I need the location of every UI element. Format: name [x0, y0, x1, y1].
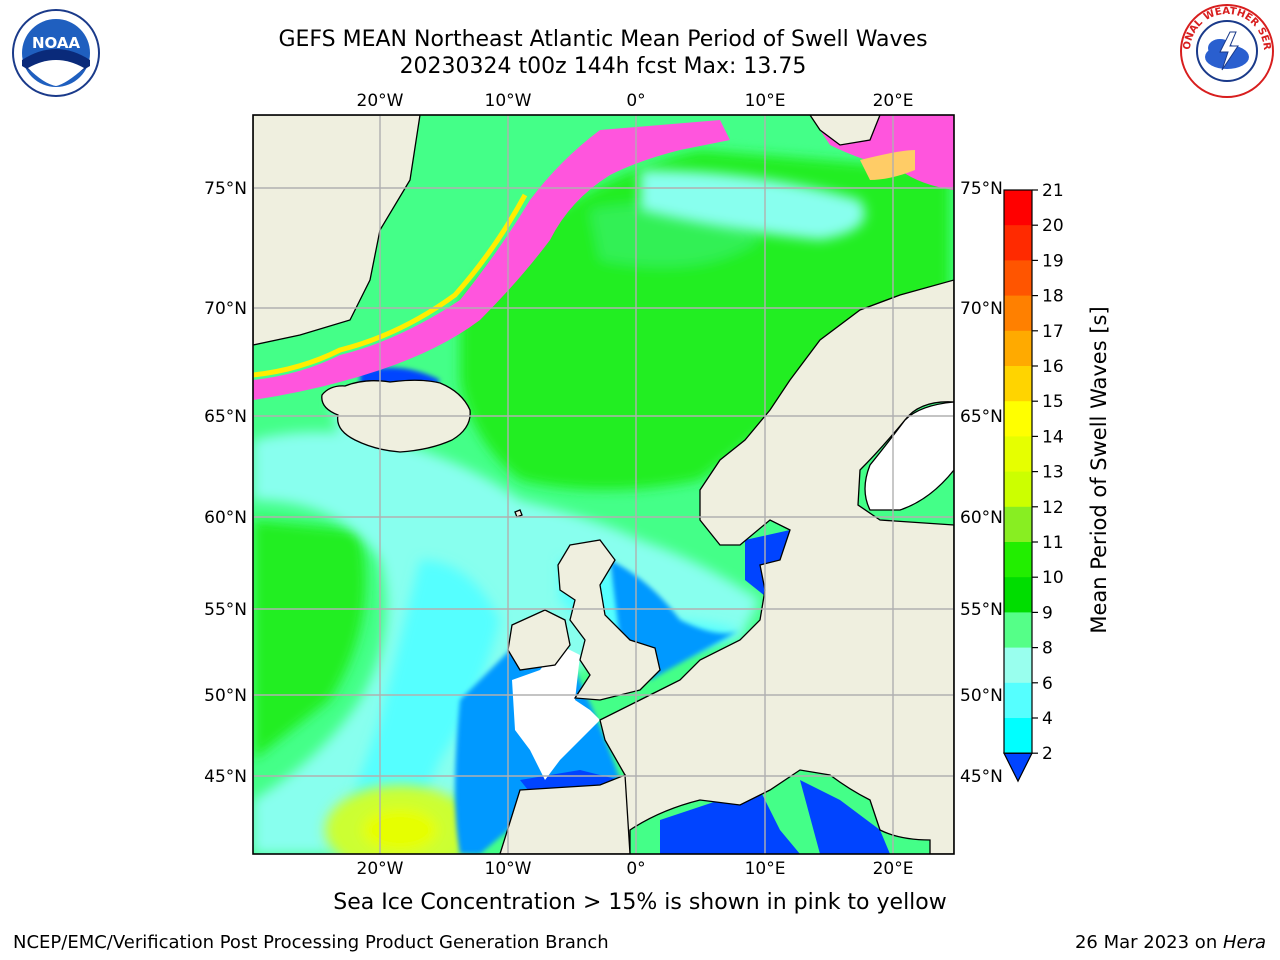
lat-tick-right: 55°N	[960, 600, 1003, 620]
colorbar-segment	[1004, 542, 1032, 578]
lat-tick-right: 70°N	[960, 299, 1003, 319]
lon-tick-bottom: 10°W	[485, 859, 532, 879]
lon-tick-bottom: 10°E	[745, 859, 786, 879]
colorbar-tick-label: 11	[1042, 533, 1064, 553]
lon-tick-top: 10°E	[745, 91, 786, 111]
lat-tick-right: 45°N	[960, 767, 1003, 787]
footer-date-text: 26 Mar 2023 on	[1074, 932, 1223, 953]
map-panel	[253, 115, 954, 854]
gulf-of-bothnia	[864, 401, 954, 511]
colorbar-tick-label: 13	[1042, 463, 1064, 483]
footer-host: Hera	[1222, 932, 1266, 953]
colorbar-segment	[1004, 647, 1032, 684]
colorbar-tick-label: 9	[1042, 603, 1053, 623]
footer-date: 26 Mar 2023 on Hera	[1075, 932, 1266, 953]
colorbar-segment	[1004, 295, 1032, 332]
ireland	[507, 609, 571, 671]
map-frame	[252, 114, 955, 855]
colorbar-tick-label: 2	[1042, 744, 1053, 764]
colorbar-tick-label: 15	[1042, 392, 1064, 412]
colorbar-tick-label: 16	[1042, 357, 1064, 377]
lon-tick-bottom: 0°	[626, 859, 645, 879]
lat-tick-right: 60°N	[960, 508, 1003, 528]
lat-tick-left: 50°N	[204, 686, 247, 706]
colorbar-segment	[1004, 471, 1032, 508]
colorbar-label: Mean Period of Swell Waves [s]	[1087, 306, 1111, 633]
colorbar-segment	[1004, 682, 1032, 719]
lon-tick-bottom: 20°E	[873, 859, 914, 879]
colorbar-extend-arrow	[1003, 752, 1033, 783]
lon-tick-top: 20°W	[357, 91, 404, 111]
colorbar-tick-label: 4	[1042, 709, 1053, 729]
faroe-islands	[514, 509, 523, 518]
lon-ticks-top: 20°W 10°W 0° 10°E 20°E	[357, 91, 914, 111]
noaa-logo-text: NOAA	[32, 34, 81, 52]
colorbar-segment	[1004, 366, 1032, 402]
lon-tick-top: 10°W	[485, 91, 532, 111]
chart-title: GEFS MEAN Northeast Atlantic Mean Period…	[278, 27, 928, 52]
colorbar-tick-label: 17	[1042, 322, 1064, 342]
colorbar-ticks: 21 20 19 18 17 16 15 14 13 12 11 10 9 8 6 4 2	[1032, 181, 1064, 764]
colorbar-segment	[1004, 225, 1032, 261]
colorbar-tick-label: 18	[1042, 287, 1064, 307]
colorbar-tick-label: 19	[1042, 251, 1064, 271]
colorbar-tick-label: 10	[1042, 568, 1064, 588]
footer-credit: NCEP/EMC/Verification Post Processing Pr…	[13, 932, 609, 953]
colorbar-segment	[1004, 506, 1032, 543]
lat-tick-left: 70°N	[204, 299, 247, 319]
lat-tick-left: 65°N	[204, 407, 247, 427]
no-data-areas	[512, 645, 600, 780]
lat-tick-left: 45°N	[204, 767, 247, 787]
colorbar-segment	[1004, 260, 1032, 297]
lat-ticks-left: 75°N 70°N 65°N 60°N 55°N 50°N 45°N	[204, 179, 247, 787]
colorbar	[1003, 189, 1033, 783]
lat-ticks-right: 75°N 70°N 65°N 60°N 55°N 50°N 45°N	[960, 179, 1003, 787]
colorbar-segment	[1004, 190, 1032, 226]
chart-subtitle: 20230324 t00z 144h fcst Max: 13.75	[399, 54, 807, 79]
colorbar-segment	[1004, 436, 1032, 473]
greenland	[253, 115, 421, 346]
lat-tick-left: 60°N	[204, 508, 247, 528]
great-britain	[557, 539, 661, 701]
lat-tick-left: 75°N	[204, 179, 247, 199]
colorbar-tick-label: 21	[1042, 181, 1064, 201]
colorbar-tick-label: 14	[1042, 427, 1064, 447]
colorbar-segment	[1004, 577, 1032, 613]
colorbar-segment	[1004, 718, 1032, 754]
lon-ticks-bottom: 20°W 10°W 0° 10°E 20°E	[357, 859, 914, 879]
lon-tick-bottom: 20°W	[357, 859, 404, 879]
colorbar-segment	[1004, 330, 1032, 367]
lat-tick-right: 50°N	[960, 686, 1003, 706]
noaa-logo: NOAA	[6, 8, 106, 98]
svalbard	[809, 115, 881, 146]
lat-tick-right: 65°N	[960, 407, 1003, 427]
colorbar-tick-label: 20	[1042, 216, 1064, 236]
sea-ice-note: Sea Ice Concentration > 15% is shown in …	[333, 890, 947, 915]
lon-tick-top: 20°E	[873, 91, 914, 111]
colorbar-tick-label: 6	[1042, 674, 1053, 694]
colorbar-segment	[1004, 612, 1032, 649]
lat-tick-right: 75°N	[960, 179, 1003, 199]
lon-tick-top: 0°	[626, 91, 645, 111]
graticule	[253, 115, 954, 854]
colorbar-tick-label: 8	[1042, 639, 1053, 659]
scandinavia	[499, 279, 954, 854]
swell-field-yellow	[325, 785, 475, 854]
national-weather-service-logo: NATIONAL WEATHER SERVICE	[1174, 0, 1276, 100]
iberia	[499, 774, 631, 854]
colorbar-tick-label: 12	[1042, 498, 1064, 518]
colorbar-segment	[1004, 401, 1032, 437]
lat-tick-left: 55°N	[204, 600, 247, 620]
